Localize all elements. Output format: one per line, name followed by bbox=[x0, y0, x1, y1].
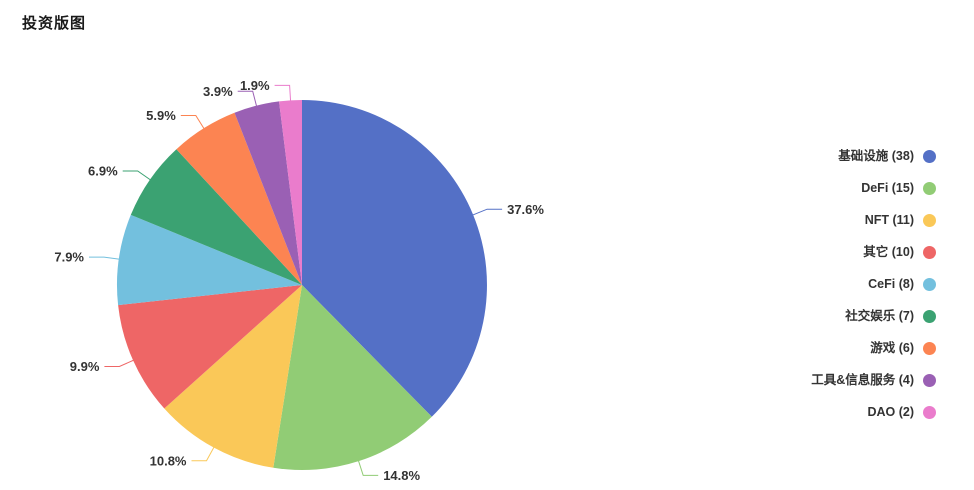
label-leader-line bbox=[472, 208, 503, 216]
legend-label: NFT (11) bbox=[864, 213, 914, 227]
legend-color-dot bbox=[923, 374, 936, 387]
legend-color-dot bbox=[923, 182, 936, 195]
label-leader-line bbox=[122, 170, 152, 181]
percent-label-other: 9.9% bbox=[70, 359, 100, 374]
legend-label: 游戏 (6) bbox=[870, 341, 914, 355]
pie-chart: 37.6% 14.8% 10.8% 9.9% 7.9% 6.9% 5.9% 3.9% 1.9% bbox=[54, 78, 544, 483]
percent-label-nft: 10.8% bbox=[150, 453, 187, 468]
chart-legend: 基础设施 (38) DeFi (15) NFT (11) 其它 (10) CeFi (8… bbox=[811, 150, 936, 419]
legend-label: CeFi (8) bbox=[868, 277, 914, 291]
legend-label: DAO (2) bbox=[867, 405, 914, 419]
percent-label-social: 6.9% bbox=[88, 164, 118, 179]
legend-color-dot bbox=[923, 214, 936, 227]
legend-item-other[interactable]: 其它 (10) bbox=[811, 246, 936, 259]
legend-label: 基础设施 (38) bbox=[838, 149, 914, 163]
pie-slice-cefi[interactable] bbox=[117, 214, 302, 306]
legend-color-dot bbox=[923, 278, 936, 291]
pie-slice-social[interactable] bbox=[130, 149, 302, 285]
legend-item-cefi[interactable]: CeFi (8) bbox=[811, 278, 936, 291]
legend-item-dao[interactable]: DAO (2) bbox=[811, 406, 936, 419]
legend-label: DeFi (15) bbox=[861, 181, 914, 195]
pie-slice-tools-info[interactable] bbox=[234, 101, 303, 286]
legend-color-dot bbox=[923, 246, 936, 259]
label-leader-line bbox=[104, 359, 135, 367]
pie-slice-nft[interactable] bbox=[164, 285, 302, 468]
legend-item-infrastructure[interactable]: 基础设施 (38) bbox=[811, 150, 936, 163]
label-leader-line bbox=[89, 256, 120, 260]
percent-label-gaming: 5.9% bbox=[146, 108, 176, 123]
legend-item-tools-info[interactable]: 工具&信息服务 (4) bbox=[811, 374, 936, 387]
legend-item-defi[interactable]: DeFi (15) bbox=[811, 182, 936, 195]
percent-label-cefi: 7.9% bbox=[54, 250, 84, 265]
percent-label-dao: 1.9% bbox=[240, 78, 270, 93]
label-leader-line bbox=[191, 446, 215, 462]
label-leader-line bbox=[274, 84, 292, 102]
pie-slice-infrastructure[interactable] bbox=[302, 100, 487, 417]
legend-color-dot bbox=[923, 342, 936, 355]
legend-color-dot bbox=[923, 310, 936, 323]
legend-item-gaming[interactable]: 游戏 (6) bbox=[811, 342, 936, 355]
percent-label-defi: 14.8% bbox=[383, 468, 420, 483]
legend-item-nft[interactable]: NFT (11) bbox=[811, 214, 936, 227]
page-title: 投资版图 bbox=[22, 15, 87, 32]
legend-label: 其它 (10) bbox=[863, 245, 914, 259]
pie-slice-dao[interactable] bbox=[279, 99, 302, 285]
pie-slice-other[interactable] bbox=[118, 285, 302, 409]
legend-label: 社交娱乐 (7) bbox=[845, 309, 914, 323]
legend-color-dot bbox=[923, 150, 936, 163]
percent-label-infrastructure: 37.6% bbox=[507, 202, 544, 217]
pie-slice-defi[interactable] bbox=[273, 285, 432, 471]
legend-label: 工具&信息服务 (4) bbox=[811, 373, 914, 387]
label-leader-line bbox=[180, 115, 205, 130]
label-leader-line bbox=[237, 90, 258, 107]
percent-label-tools-info: 3.9% bbox=[203, 84, 233, 99]
label-leader-line bbox=[357, 460, 379, 476]
legend-color-dot bbox=[923, 406, 936, 419]
pie-slice-gaming[interactable] bbox=[176, 112, 302, 285]
legend-item-social[interactable]: 社交娱乐 (7) bbox=[811, 310, 936, 323]
